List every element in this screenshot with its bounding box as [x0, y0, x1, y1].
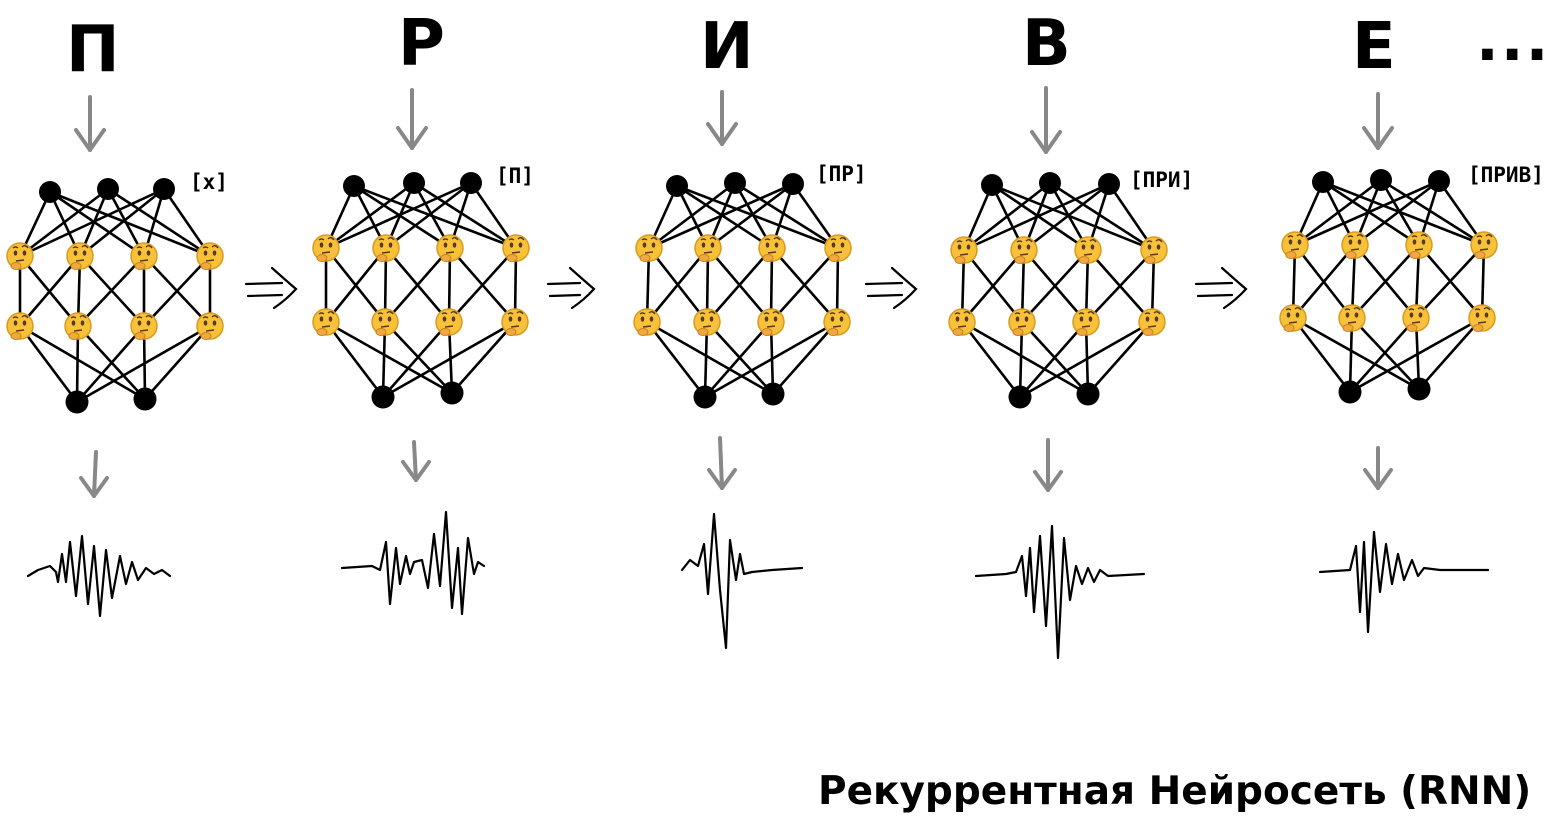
down-arrow-icon	[1364, 94, 1392, 148]
double-arrow-icon	[246, 268, 296, 308]
input-node	[1428, 170, 1450, 192]
down-arrow-icon	[398, 90, 426, 148]
input-node	[666, 175, 688, 197]
down-arrow-icon	[709, 438, 735, 488]
rnn-network-5	[1280, 169, 1497, 404]
thinking-face-icon	[1471, 232, 1497, 259]
output-node	[1077, 383, 1100, 406]
input-node	[1098, 173, 1120, 195]
down-arrow-icon	[81, 452, 107, 496]
thinking-face-icon	[951, 237, 977, 264]
sound-waveform-icon	[682, 514, 802, 648]
thinking-face-icon	[67, 243, 93, 270]
thinking-face-icon	[1339, 305, 1365, 332]
down-arrow-icon	[708, 92, 736, 144]
thinking-face-icon	[313, 235, 339, 262]
thinking-face-icon	[758, 309, 784, 336]
input-node	[981, 174, 1003, 196]
thinking-face-icon	[1075, 237, 1101, 264]
output-node	[1009, 386, 1032, 409]
sound-waveform-icon	[28, 536, 170, 616]
input-node	[1370, 169, 1392, 191]
input-node	[782, 173, 804, 195]
thinking-face-icon	[197, 243, 223, 270]
network-group	[7, 169, 1497, 414]
down-arrow-icon	[76, 97, 104, 150]
thinking-face-icon	[636, 235, 662, 262]
thinking-face-icon	[372, 309, 398, 336]
thinking-face-icon	[131, 313, 157, 340]
output-node	[1339, 381, 1362, 404]
output-node	[66, 391, 89, 414]
down-arrow-icon	[1365, 448, 1391, 488]
input-node	[39, 181, 61, 203]
thinking-face-icon	[131, 243, 157, 270]
thinking-face-icon	[313, 309, 339, 336]
thinking-face-icon	[502, 309, 528, 336]
thinking-face-icon	[436, 309, 462, 336]
thinking-face-icon	[1403, 305, 1429, 332]
thinking-face-icon	[7, 313, 33, 340]
thinking-face-icon	[65, 313, 91, 340]
thinking-face-icon	[949, 309, 975, 336]
thinking-face-icon	[1342, 232, 1368, 259]
output-node	[134, 388, 157, 411]
rnn-network-2	[313, 172, 529, 409]
thinking-face-icon	[1009, 309, 1035, 336]
sound-waveform-icon	[1320, 532, 1488, 632]
input-node	[343, 175, 365, 197]
thinking-face-icon	[694, 309, 720, 336]
double-arrow-icon	[548, 268, 594, 308]
down-arrow-icon	[1035, 440, 1061, 490]
thinking-face-icon	[373, 235, 399, 262]
down-arrow-icon	[1032, 88, 1060, 152]
sound-waveform-icon	[976, 526, 1144, 658]
thinking-face-icon	[1280, 305, 1306, 332]
thinking-face-icon	[7, 243, 33, 270]
thinking-face-icon	[634, 309, 660, 336]
rnn-network-1	[7, 178, 223, 414]
thinking-face-icon	[1282, 232, 1308, 259]
thinking-face-icon	[1406, 232, 1432, 259]
input-node	[724, 172, 746, 194]
thinking-face-icon	[197, 313, 223, 340]
thinking-face-icon	[1073, 309, 1099, 336]
thinking-face-icon	[759, 235, 785, 262]
input-node	[403, 172, 425, 194]
input-node	[1039, 172, 1061, 194]
thinking-face-icon	[695, 235, 721, 262]
thinking-face-icon	[1141, 237, 1167, 264]
thinking-face-icon	[437, 235, 463, 262]
thinking-face-icon	[1139, 309, 1165, 336]
output-node	[762, 383, 785, 406]
thinking-face-icon	[1469, 305, 1495, 332]
rnn-network-4	[949, 172, 1167, 409]
double-arrow-icon	[1196, 268, 1246, 308]
input-node	[1312, 171, 1334, 193]
output-node	[372, 386, 395, 409]
input-node	[460, 172, 482, 194]
diagram-caption: Рекуррентная Нейросеть (RNN)	[818, 772, 1531, 811]
input-node	[153, 178, 175, 200]
rnn-network-3	[634, 172, 851, 409]
output-node	[441, 382, 464, 405]
recurrent-arrows	[246, 268, 1246, 308]
thinking-face-icon	[824, 309, 850, 336]
input-node	[97, 178, 119, 200]
thinking-face-icon	[825, 235, 851, 262]
output-node	[694, 386, 717, 409]
output-waveforms	[28, 512, 1488, 658]
thinking-face-icon	[1011, 237, 1037, 264]
thinking-face-icon	[503, 235, 529, 262]
output-node	[1408, 378, 1431, 401]
sound-waveform-icon	[342, 512, 484, 614]
down-arrow-icon	[403, 442, 429, 480]
double-arrow-icon	[866, 268, 916, 308]
